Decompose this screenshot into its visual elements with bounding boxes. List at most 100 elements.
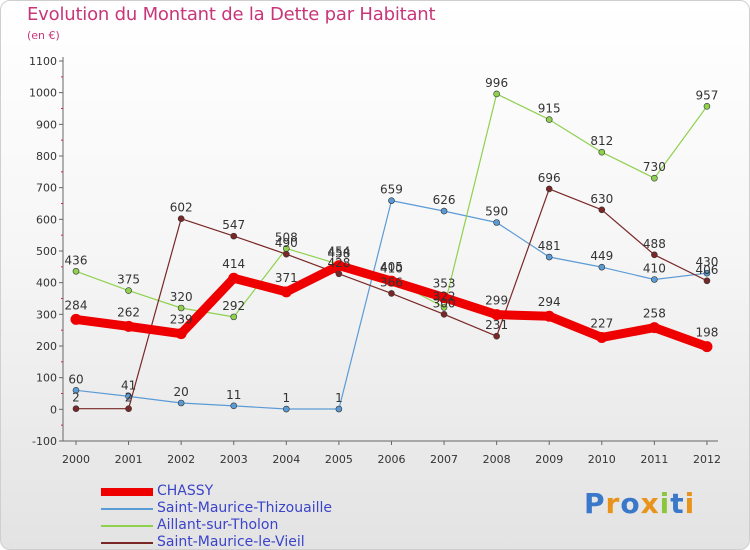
data-label: 258 bbox=[643, 307, 666, 321]
data-point bbox=[177, 304, 185, 312]
data-point bbox=[703, 277, 711, 285]
legend-label: Saint-Maurice-le-Vieil bbox=[157, 534, 305, 550]
data-label: 590 bbox=[485, 205, 508, 219]
legend-item: Saint-Maurice-Thizouaille bbox=[101, 500, 332, 517]
data-point bbox=[333, 260, 345, 272]
y-tick-label: 900 bbox=[36, 118, 57, 131]
data-label: 294 bbox=[538, 295, 561, 309]
data-label: 406 bbox=[696, 263, 719, 277]
data-label: 227 bbox=[590, 316, 613, 330]
data-label: 198 bbox=[696, 326, 719, 340]
x-tick-label: 2004 bbox=[272, 453, 300, 466]
data-point bbox=[72, 267, 80, 275]
brand-letter: t bbox=[670, 487, 685, 520]
x-tick-label: 2003 bbox=[220, 453, 248, 466]
data-point bbox=[283, 250, 290, 258]
data-point bbox=[440, 207, 448, 215]
data-label: 490 bbox=[275, 236, 298, 250]
x-tick-label: 2008 bbox=[483, 453, 511, 466]
data-label: 915 bbox=[538, 102, 561, 116]
unit-label: (en €) bbox=[27, 29, 60, 42]
data-label: 239 bbox=[170, 313, 193, 327]
brand-letter: r bbox=[605, 487, 621, 520]
x-tick-label: 2010 bbox=[588, 453, 616, 466]
data-label: 812 bbox=[590, 134, 613, 148]
data-label: 41 bbox=[121, 378, 136, 392]
legend-item: Saint-Maurice-le-Vieil bbox=[101, 534, 332, 550]
legend-swatch bbox=[101, 487, 153, 496]
legend-swatch bbox=[101, 524, 153, 527]
data-point bbox=[545, 253, 553, 261]
data-label: 430 bbox=[696, 255, 719, 269]
data-label: 436 bbox=[65, 253, 88, 267]
data-point bbox=[493, 90, 500, 98]
data-point bbox=[440, 311, 448, 318]
legend-label: CHASSY bbox=[157, 483, 214, 499]
data-point bbox=[440, 304, 448, 311]
data-point bbox=[125, 405, 132, 413]
data-point bbox=[230, 313, 238, 321]
data-label: 2 bbox=[72, 391, 80, 405]
data-point bbox=[703, 102, 711, 110]
data-label: 410 bbox=[380, 262, 403, 276]
data-point bbox=[72, 387, 80, 394]
legend-item: Aillant-sur-Tholon bbox=[101, 517, 332, 534]
data-point bbox=[125, 287, 132, 294]
data-point bbox=[335, 405, 343, 413]
series-points bbox=[70, 90, 713, 413]
y-tick-label: 800 bbox=[36, 150, 57, 163]
data-point bbox=[701, 341, 713, 353]
data-point bbox=[228, 272, 240, 284]
x-tick-label: 2001 bbox=[115, 453, 143, 466]
data-label: 547 bbox=[222, 218, 245, 232]
x-tick-label: 2009 bbox=[535, 453, 563, 466]
data-label: 957 bbox=[696, 88, 719, 102]
x-tick-label: 2002 bbox=[167, 453, 195, 466]
y-tick-label: 600 bbox=[36, 213, 57, 226]
data-point bbox=[283, 405, 290, 413]
legend-label: Saint-Maurice-Thizouaille bbox=[157, 500, 332, 516]
legend-swatch bbox=[101, 507, 153, 510]
legend-item: CHASSY bbox=[101, 483, 332, 500]
data-point bbox=[385, 275, 397, 287]
axes: -100 0 100 200 300 400 500 600 700 800 900 1000 1100… bbox=[29, 55, 721, 466]
data-point bbox=[70, 313, 82, 325]
data-label: 300 bbox=[433, 296, 456, 310]
data-point bbox=[651, 276, 658, 283]
data-point bbox=[175, 328, 187, 340]
data-point bbox=[545, 185, 553, 193]
data-point bbox=[230, 232, 238, 240]
data-point bbox=[598, 148, 606, 156]
y-tick-label: 100 bbox=[36, 372, 57, 385]
data-label: 322 bbox=[433, 289, 456, 303]
y-tick-label: 500 bbox=[36, 245, 57, 258]
y-tick-label: 1100 bbox=[29, 55, 57, 68]
data-label: 428 bbox=[327, 256, 350, 270]
x-tick-label: 2000 bbox=[62, 453, 90, 466]
data-label: 414 bbox=[222, 257, 245, 271]
y-tick-label: 300 bbox=[36, 308, 57, 321]
data-point bbox=[543, 310, 555, 322]
data-point bbox=[651, 251, 658, 259]
data-label: 626 bbox=[433, 193, 456, 207]
x-tick-label: 2006 bbox=[377, 453, 405, 466]
data-label: 410 bbox=[643, 262, 666, 276]
data-label: 371 bbox=[275, 271, 298, 285]
brand-letter: P bbox=[584, 487, 606, 520]
legend-label: Aillant-sur-Tholon bbox=[157, 517, 279, 533]
data-point bbox=[388, 290, 395, 297]
legend: CHASSY Saint-Maurice-Thizouaille Aillant-s… bbox=[101, 483, 332, 550]
data-label: 320 bbox=[170, 290, 193, 304]
data-point bbox=[598, 263, 606, 271]
y-tick-label: -100 bbox=[32, 435, 57, 448]
data-point bbox=[388, 197, 395, 204]
data-label: 1 bbox=[335, 391, 343, 405]
x-tick-label: 2011 bbox=[640, 453, 668, 466]
y-tick-label: 400 bbox=[36, 277, 57, 290]
data-point bbox=[280, 286, 292, 298]
data-label: 630 bbox=[590, 192, 613, 206]
brand-letter: i bbox=[684, 487, 696, 520]
data-point bbox=[72, 405, 80, 413]
